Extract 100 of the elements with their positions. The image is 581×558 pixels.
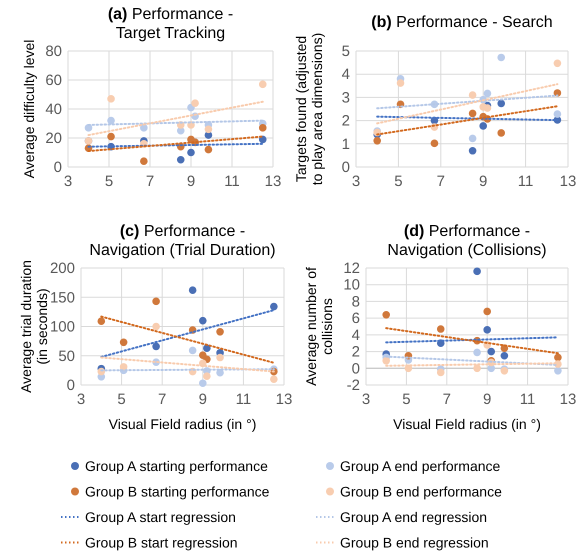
point xyxy=(554,59,562,68)
x-tick-label: 7 xyxy=(436,173,445,190)
x-tick-label: 13 xyxy=(560,173,576,190)
point xyxy=(430,140,438,148)
point xyxy=(98,317,106,326)
point xyxy=(152,298,160,306)
legend-label: Group A starting performance xyxy=(85,458,268,474)
point xyxy=(188,346,196,354)
y-axis-title: Targets found (adjusted to play area dimensions) xyxy=(293,32,325,186)
point xyxy=(191,99,199,107)
point xyxy=(468,134,476,142)
point xyxy=(473,364,481,372)
point xyxy=(176,156,185,164)
legend-label: Group A end performance xyxy=(340,458,501,474)
y-tick-label: 4 xyxy=(342,66,350,84)
point xyxy=(497,100,506,108)
point xyxy=(554,354,562,362)
point xyxy=(382,311,390,319)
y-tick-label: 200 xyxy=(50,260,75,277)
x-tick-label: 11 xyxy=(518,173,534,190)
x-tick-label: 13 xyxy=(560,391,576,408)
y-tick-label: 100 xyxy=(50,318,75,336)
point xyxy=(373,136,381,145)
point xyxy=(152,342,160,350)
point xyxy=(120,338,128,346)
y-tick-label: 50 xyxy=(58,348,75,365)
chart-title: (d) Performance - Navigation (Collisions) xyxy=(387,223,547,259)
point xyxy=(497,129,506,137)
point xyxy=(152,322,160,330)
point xyxy=(199,379,207,388)
point xyxy=(382,356,390,365)
x-tick-label: 7 xyxy=(442,391,451,408)
point xyxy=(199,316,207,324)
y-tick-label: 2 xyxy=(342,112,350,130)
x-tick-label: 13 xyxy=(264,173,282,190)
y-tick-label: 0 xyxy=(352,360,360,378)
chart-title: (b) Performance - Search xyxy=(371,14,553,31)
x-tick-label: 11 xyxy=(236,391,252,408)
point xyxy=(468,110,476,118)
point xyxy=(473,268,481,276)
point xyxy=(216,328,224,336)
y-tick-label: 12 xyxy=(343,260,360,277)
point xyxy=(468,146,476,155)
legend-label: Group B end performance xyxy=(340,484,502,500)
y-tick-label: 150 xyxy=(50,289,75,306)
legend-label: Group B start regression xyxy=(85,534,238,550)
point xyxy=(188,286,196,294)
x-axis-title: Visual Field radius (in °) xyxy=(393,416,541,432)
y-axis-title: Average difficulty level xyxy=(21,40,37,178)
point xyxy=(258,80,267,88)
y-tick-label: 10 xyxy=(343,276,360,294)
x-tick-label: 5 xyxy=(402,391,411,408)
x-tick-label: 7 xyxy=(146,173,154,190)
x-tick-label: 7 xyxy=(158,391,166,408)
y-tick-label: 2 xyxy=(352,344,360,361)
legend-label: Group B end regression xyxy=(340,534,489,550)
point xyxy=(483,326,491,334)
x-tick-label: 9 xyxy=(483,391,492,408)
chart-title: (c) Performance - Navigation (Trial Duration) xyxy=(89,223,276,259)
point xyxy=(554,366,562,375)
y-tick-label: 40 xyxy=(45,101,62,118)
y-tick-label: 60 xyxy=(45,72,62,89)
x-tick-label: 9 xyxy=(198,391,207,408)
x-tick-label: 13 xyxy=(276,391,292,408)
x-tick-label: 5 xyxy=(104,173,114,190)
y-tick-label: -2 xyxy=(346,377,360,394)
x-tick-label: 3 xyxy=(76,391,86,408)
y-tick-label: 20 xyxy=(45,130,62,147)
y-tick-label: 3 xyxy=(342,89,350,106)
point xyxy=(107,95,115,103)
point xyxy=(436,368,445,376)
y-tick-label: 0 xyxy=(54,159,62,176)
point xyxy=(258,124,267,132)
y-tick-label: 5 xyxy=(342,43,350,60)
point xyxy=(484,90,492,98)
point xyxy=(436,325,445,333)
point xyxy=(216,354,224,362)
y-tick-label: 6 xyxy=(352,310,360,328)
x-tick-label: 11 xyxy=(224,173,240,190)
x-tick-label: 5 xyxy=(117,391,126,408)
point xyxy=(487,348,496,356)
point xyxy=(473,348,481,356)
y-tick-label: 0 xyxy=(342,159,350,176)
point xyxy=(270,375,278,383)
point xyxy=(140,157,148,165)
x-tick-label: 11 xyxy=(520,391,536,408)
point xyxy=(554,110,562,118)
point xyxy=(107,132,115,140)
point xyxy=(479,122,487,130)
point xyxy=(396,79,404,87)
point xyxy=(468,91,476,99)
chart-title: (a) Performance - Target Tracking xyxy=(108,6,234,42)
y-tick-label: 8 xyxy=(352,293,360,310)
y-axis-title: Average trial duration (in seconds) xyxy=(18,260,50,393)
legend-label: Group A end regression xyxy=(340,509,488,525)
y-tick-label: 1 xyxy=(342,136,350,153)
point xyxy=(497,54,506,62)
point xyxy=(107,116,115,124)
x-tick-label: 9 xyxy=(186,173,196,190)
y-axis-title: Average number of collisions xyxy=(303,266,335,386)
